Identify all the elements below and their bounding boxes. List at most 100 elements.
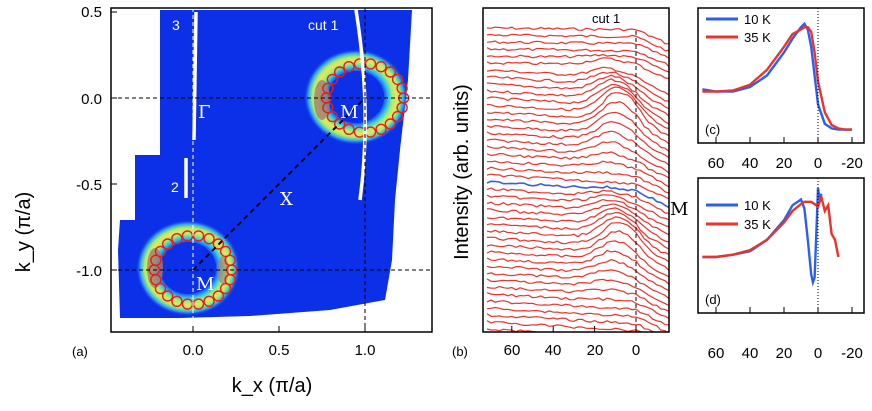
fermi-marker [203, 295, 215, 307]
fermi-marker [224, 254, 236, 267]
edc-curve [486, 285, 669, 313]
edc-curve [486, 187, 669, 214]
x-tick-label: 60 [708, 345, 725, 362]
pocket-core-lower [160, 242, 216, 294]
y-tick-label: -0.5 [76, 177, 102, 194]
x-tick-label: 0 [632, 342, 640, 359]
edc-curve [486, 211, 669, 250]
fermi-marker [375, 61, 387, 73]
fermi-marker [219, 245, 232, 258]
fermi-marker [203, 233, 215, 245]
panel-label-c: (c) [705, 122, 720, 137]
x-tick-label: 0 [814, 345, 822, 362]
edc-curve [486, 194, 669, 221]
x-axis-label: k_x (π/a) [232, 375, 312, 397]
fermi-marker [171, 295, 183, 307]
edc-curve [486, 292, 669, 320]
edc-curve [487, 160, 669, 188]
x-tick-label: 20 [587, 342, 604, 359]
gamma-point-label: Γ [198, 102, 211, 123]
x-tick-label: 40 [742, 155, 759, 172]
fermi-marker [181, 298, 194, 310]
edc-curve [486, 299, 669, 326]
panel-c-frame [697, 7, 865, 144]
fermi-marker [322, 101, 334, 114]
edc-curve [486, 203, 669, 236]
edc-curve [486, 26, 669, 45]
cut1-label: cut 1 [308, 17, 339, 33]
legend-label-35k: 35 K [744, 217, 771, 232]
edc-curve [486, 71, 669, 102]
series-line-10k [702, 21, 852, 131]
intensity-axis-label: Intensity (arb. units) [451, 84, 473, 260]
edc-curve [486, 313, 657, 332]
cut3-label: 3 [172, 17, 180, 33]
edc-curve [486, 151, 669, 179]
x-tick-label: 20 [776, 345, 793, 362]
panel-c-ticks [715, 137, 853, 143]
edc-curve [486, 74, 669, 110]
panel-label-d: (d) [705, 292, 721, 307]
fermi-marker [212, 238, 225, 250]
edc-curve [486, 101, 669, 145]
fermi-marker [326, 110, 339, 123]
fermi-marker [333, 118, 346, 130]
pocket-core-upper [328, 71, 384, 123]
fermi-marker [326, 73, 339, 86]
x-tick-label: 60 [504, 342, 521, 359]
edc-curve [486, 66, 669, 96]
fermi-marker [391, 73, 404, 86]
y-tick-label: -1.0 [76, 263, 102, 280]
x-tick-label: -20 [841, 155, 863, 172]
edc-curve [486, 86, 669, 130]
dashed-diagonal [192, 97, 366, 271]
cut-title-bg [590, 10, 642, 28]
edc-curve [486, 33, 669, 52]
edc-curve [486, 306, 668, 332]
x-tick-label: 0.5 [269, 342, 290, 359]
fermi-marker [364, 58, 377, 70]
x-tick-label: 1.0 [355, 342, 376, 359]
edc-curve [486, 141, 669, 174]
edc-curve [486, 207, 669, 243]
intensity-map [111, 8, 432, 332]
edc-curve [486, 222, 669, 263]
y-tick-label: 0.5 [81, 4, 102, 21]
edc-curve [486, 40, 669, 60]
y-tick-label: 0.0 [81, 91, 102, 108]
fermi-marker [384, 118, 397, 130]
fermi-marker [343, 123, 355, 135]
fermi-marker [154, 245, 167, 258]
legend-label-35k: 35 K [744, 30, 771, 45]
fermi-marker [181, 230, 194, 242]
panel-b-ticks [511, 326, 637, 332]
panel-c-series [702, 21, 852, 131]
x-point-label: X [280, 189, 293, 210]
series-line-35k [702, 26, 852, 131]
x-tick-label: 40 [545, 342, 562, 359]
fermi-marker [391, 110, 404, 123]
x-tick-label: 40 [742, 345, 759, 362]
panel-b-frame [482, 7, 670, 333]
legend-label-10k: 10 K [744, 198, 771, 213]
fermi-marker [171, 233, 183, 245]
panel-d-series [702, 187, 840, 287]
fermi-marker [333, 66, 346, 78]
fermi-marker [396, 101, 408, 114]
panel-d-ticks [715, 307, 853, 313]
edc-stack [486, 26, 669, 332]
edc-curve [486, 57, 669, 80]
y-axis-label: k_y (π/a) [13, 192, 35, 272]
panel-label-a: (a) [72, 344, 88, 359]
fermi-marker [192, 298, 205, 310]
edc-curve [486, 120, 669, 159]
fermi-marker [161, 290, 174, 302]
fermi-marker [150, 273, 162, 286]
fermi-marker [161, 238, 174, 250]
edc-curve [486, 47, 669, 68]
panel-b-title: cut 1 [592, 11, 620, 26]
fermi-marker [384, 66, 397, 78]
panel-d: 10 K 35 K (d) 60 40 20 0 -20 [697, 177, 865, 362]
edc-curve [486, 269, 669, 300]
